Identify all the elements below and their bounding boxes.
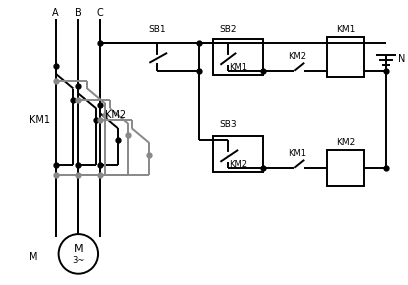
Text: KM2: KM2	[336, 137, 355, 146]
Bar	[327, 37, 364, 77]
Text: KM2: KM2	[229, 160, 247, 169]
Text: A: A	[52, 8, 59, 18]
Text: SB2: SB2	[220, 25, 237, 34]
Text: KM2: KM2	[288, 52, 306, 61]
Text: 3~: 3~	[72, 256, 84, 265]
Text: KM1: KM1	[229, 63, 247, 72]
Bar	[213, 136, 263, 172]
Text: SB1: SB1	[149, 25, 166, 34]
Text: C: C	[97, 8, 103, 18]
Text: B: B	[75, 8, 82, 18]
Text: KM1: KM1	[29, 115, 50, 125]
Text: KM1: KM1	[336, 25, 355, 34]
Bar	[213, 39, 263, 75]
Text: M: M	[73, 244, 83, 254]
Text: KM2: KM2	[105, 110, 126, 120]
Text: M: M	[29, 252, 38, 262]
Text: KM1: KM1	[288, 149, 306, 158]
Text: SB3: SB3	[220, 120, 237, 129]
Text: N: N	[398, 54, 405, 64]
Bar	[327, 150, 364, 186]
